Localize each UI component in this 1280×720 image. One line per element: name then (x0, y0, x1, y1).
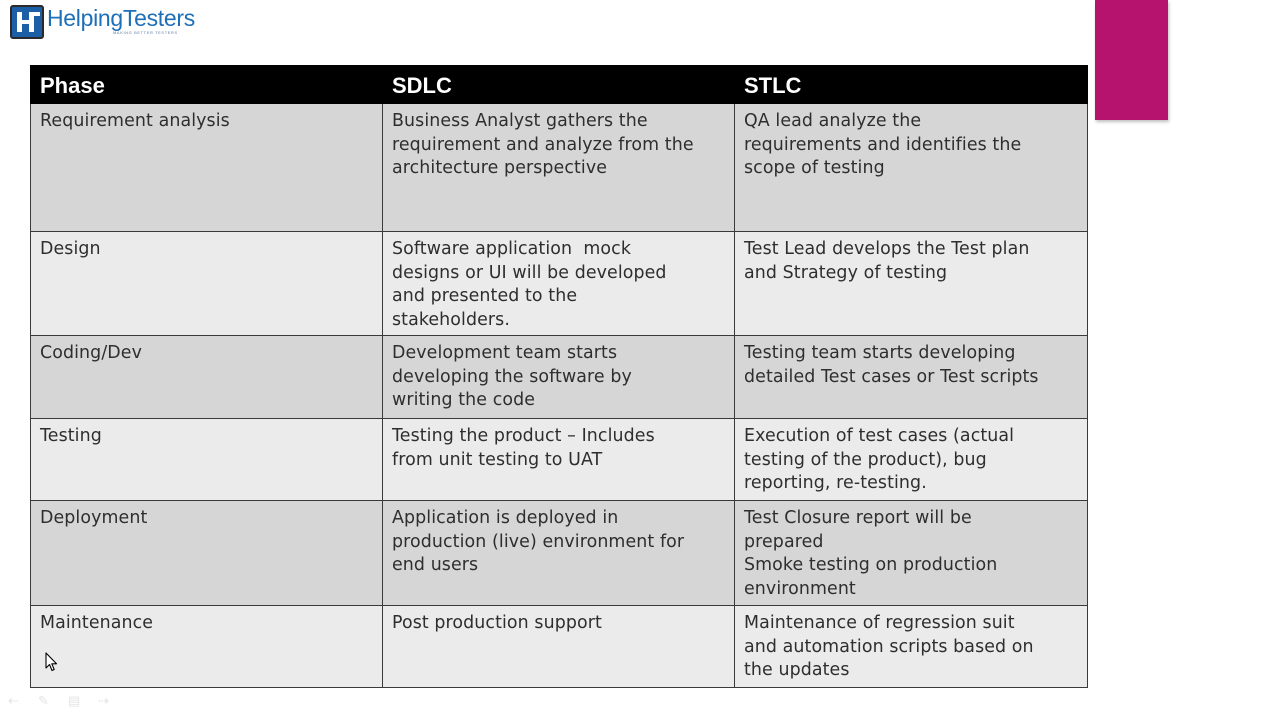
sdlc-line: and presented to the (392, 286, 578, 307)
stlc-cell: Maintenance of regression suit and autom… (734, 605, 1088, 688)
logo-text: HelpingTesters MAKING BETTER TESTERS (47, 5, 195, 35)
table-row: Requirement analysis Business Analyst ga… (30, 103, 1088, 232)
previous-slide-icon[interactable]: ⇠ (8, 693, 19, 708)
sdlc-line: architecture perspective (392, 158, 608, 179)
helping-testers-logo: HelpingTesters MAKING BETTER TESTERS (10, 5, 195, 43)
stlc-line: Test Lead develops the Test plan (744, 239, 1030, 259)
sdlc-cell: Development team starts developing the s… (382, 335, 735, 419)
table-header-row: Phase SDLC STLC (30, 65, 1088, 104)
stlc-cell: Test Closure report will be prepared Smo… (734, 500, 1088, 606)
phase-cell: Deployment (30, 500, 383, 606)
stlc-line: scope of testing (744, 158, 885, 179)
sdlc-line: Software application mock (392, 239, 631, 259)
stlc-cell: Testing team starts developing detailed … (734, 335, 1088, 419)
sdlc-line: from unit testing to UAT (392, 449, 603, 470)
sdlc-cell: Business Analyst gathers the requirement… (382, 103, 735, 232)
logo-word-helping: Helping (47, 5, 123, 31)
sdlc-line: designs or UI will be developed (392, 262, 667, 283)
magenta-accent-block (1095, 0, 1168, 120)
stlc-line: Maintenance of regression suit (744, 613, 1015, 633)
stlc-cell: Test Lead develops the Test plan and Str… (734, 231, 1088, 336)
sdlc-line: Application is deployed in (392, 508, 619, 528)
sdlc-cell: Testing the product – Includes from unit… (382, 418, 735, 501)
logo-word-testers: Testers (122, 5, 195, 31)
mouse-pointer-icon (45, 652, 58, 672)
stlc-line: and automation scripts based on (744, 636, 1034, 657)
table-row: Coding/Dev Development team starts devel… (30, 335, 1088, 419)
logo-tagline: MAKING BETTER TESTERS (113, 30, 178, 35)
next-slide-icon[interactable]: ⇢ (98, 693, 109, 708)
sdlc-line: end users (392, 555, 479, 576)
stlc-line: Test Closure report will be (744, 508, 972, 528)
stlc-cell: QA lead analyze the requirements and ide… (734, 103, 1088, 232)
sdlc-cell: Application is deployed in production (l… (382, 500, 735, 606)
sdlc-line: writing the code (392, 390, 536, 411)
sdlc-cell: Software application mock designs or UI … (382, 231, 735, 336)
table-row: Design Software application mock designs… (30, 231, 1088, 336)
logo-mark-icon (10, 5, 44, 39)
header-stlc: STLC (734, 65, 1088, 104)
stlc-line: environment (744, 578, 856, 599)
sdlc-line: Development team starts (392, 343, 618, 363)
slideshow-toolbar[interactable]: ⇠ ✎ ▤ ⇢ (8, 694, 114, 708)
stlc-line: and Strategy of testing (744, 262, 948, 283)
stlc-cell: Execution of test cases (actual testing … (734, 418, 1088, 501)
phase-cell: Maintenance (30, 605, 383, 688)
sdlc-line: developing the software by (392, 366, 632, 387)
header-phase: Phase (30, 65, 383, 104)
stlc-line: testing of the product), bug (744, 449, 987, 470)
sdlc-line: Post production support (392, 613, 602, 633)
sdlc-line: Business Analyst gathers the (392, 111, 648, 131)
phase-cell: Testing (30, 418, 383, 501)
stlc-line: Smoke testing on production (744, 555, 998, 576)
header-sdlc: SDLC (382, 65, 735, 104)
stlc-line: detailed Test cases or Test scripts (744, 366, 1039, 387)
stlc-line: Execution of test cases (actual (744, 426, 1015, 446)
sdlc-cell: Post production support (382, 605, 735, 688)
slides-menu-icon[interactable]: ▤ (68, 693, 81, 708)
phase-cell: Design (30, 231, 383, 336)
sdlc-line: stakeholders. (392, 309, 510, 330)
pen-icon[interactable]: ✎ (38, 693, 49, 708)
stlc-line: prepared (744, 531, 824, 552)
sdlc-line: production (live) environment for (392, 531, 685, 552)
stlc-line: QA lead analyze the (744, 111, 922, 131)
sdlc-stlc-table: Phase SDLC STLC Requirement analysis Bus… (30, 65, 1088, 688)
phase-cell: Coding/Dev (30, 335, 383, 419)
stlc-line: requirements and identifies the (744, 134, 1022, 155)
table-row: Maintenance Post production support Main… (30, 605, 1088, 688)
phase-cell: Requirement analysis (30, 103, 383, 232)
logo-wordmark: HelpingTesters (47, 5, 195, 31)
table-row: Deployment Application is deployed in pr… (30, 500, 1088, 606)
stlc-line: Testing team starts developing (744, 343, 1016, 363)
sdlc-line: requirement and analyze from the (392, 134, 694, 155)
stlc-line: the updates (744, 660, 850, 681)
stlc-line: reporting, re-testing. (744, 473, 927, 494)
table-row: Testing Testing the product – Includes f… (30, 418, 1088, 501)
sdlc-line: Testing the product – Includes (392, 426, 655, 446)
